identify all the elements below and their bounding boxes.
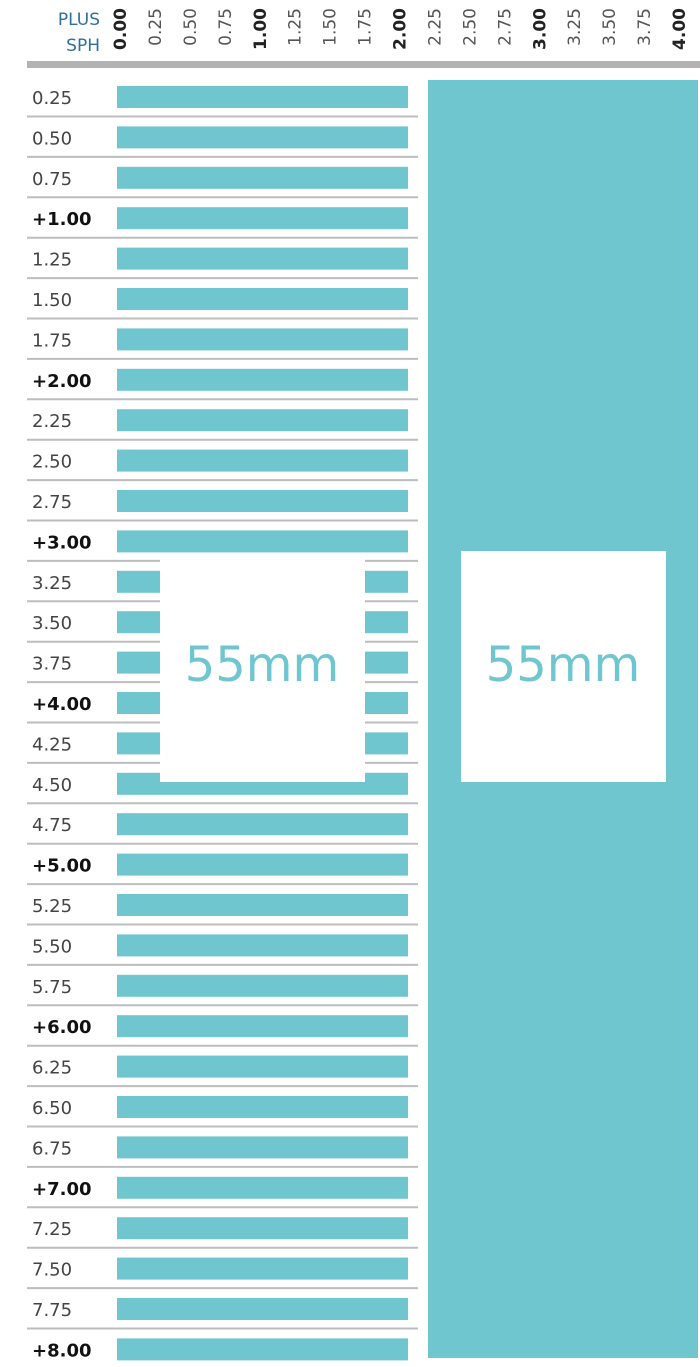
row-bar [117,894,408,916]
row-label: +6.00 [32,1017,92,1038]
row-label: 2.75 [32,492,72,513]
column-label: 0.75 [216,8,236,46]
row-label: 6.50 [32,1098,72,1119]
column-label: 1.50 [321,8,341,46]
row-bar [117,409,408,432]
row-label: 7.25 [32,1219,72,1240]
row-label: 5.25 [32,896,72,917]
row-bar [117,368,408,391]
row-bar [117,974,408,997]
row-label: 3.50 [32,613,72,634]
row-label: 6.25 [32,1058,72,1079]
row-label: 3.75 [32,654,72,675]
row-bar [117,328,408,351]
row-bar [117,1257,408,1280]
row-bar [117,207,408,230]
row-label: 1.50 [32,290,72,311]
row-label: 1.25 [32,250,72,271]
row-bar [117,490,408,512]
zone-label: 55mm [486,637,641,693]
column-label: 3.50 [600,8,620,46]
row-label: 7.75 [32,1300,72,1321]
row-label: +2.00 [32,371,92,392]
row-label: 6.75 [32,1138,72,1159]
column-label: 2.75 [495,8,515,46]
column-label: 1.25 [286,8,306,46]
row-bar [117,1338,408,1361]
row-label: 2.50 [32,452,72,473]
row-label: 5.50 [32,936,72,957]
column-label: 0.50 [181,8,201,46]
zone-label: 55mm [185,637,340,693]
row-label: +7.00 [32,1179,92,1200]
row-label: 0.50 [32,128,72,149]
row-label: 4.25 [32,734,72,755]
row-bar [117,934,408,957]
column-label: 0.25 [146,8,166,46]
row-label: 1.75 [32,330,72,351]
header-rule [27,61,700,68]
row-bar [117,247,408,270]
column-label: 3.00 [530,8,550,50]
column-label: 1.00 [251,8,271,50]
column-label: 1.75 [356,8,376,46]
row-bar [117,86,408,108]
columns: 0.00 0.25 0.50 0.75 1.00 1.25 1.50 1.75 2.00 2.25… [111,8,690,50]
row-bar [117,853,408,876]
column-label: 0.00 [111,8,131,50]
row-bar [117,166,408,189]
row-bar [117,126,408,149]
zone-box [461,551,666,782]
row-label: 5.75 [32,977,72,998]
row-bar [117,813,408,836]
column-label: 2.00 [391,8,411,50]
row-bar [117,1136,408,1159]
row-label: 4.50 [32,775,72,796]
row-label: +1.00 [32,209,92,230]
row-label: 3.25 [32,573,72,594]
row-label: 2.25 [32,411,72,432]
column-label: 3.75 [635,8,655,46]
row-bar [117,1055,408,1078]
row-label: 0.25 [32,88,72,109]
column-label: 3.25 [565,8,585,46]
row-bar [117,1176,408,1199]
column-label: 2.50 [460,8,480,46]
row-bar [117,449,408,472]
row-bar [117,288,408,310]
row-bar [117,1217,408,1240]
row-bar [117,530,408,553]
column-label: 4.00 [670,8,690,50]
row-bar [117,1298,408,1320]
row-label: +3.00 [32,532,92,553]
row-bar [117,1096,408,1118]
row-label: +4.00 [32,694,92,715]
zone-box [160,558,365,782]
row-label: +5.00 [32,856,92,877]
header-plus: PLUS [58,10,100,30]
row-label: 7.50 [32,1260,72,1281]
row-label: 4.75 [32,815,72,836]
column-label: 2.25 [425,8,445,46]
row-bar [117,1015,408,1038]
row-label: 0.75 [32,169,72,190]
header-sph: SPH [66,36,100,56]
row-label: +8.00 [32,1340,92,1361]
